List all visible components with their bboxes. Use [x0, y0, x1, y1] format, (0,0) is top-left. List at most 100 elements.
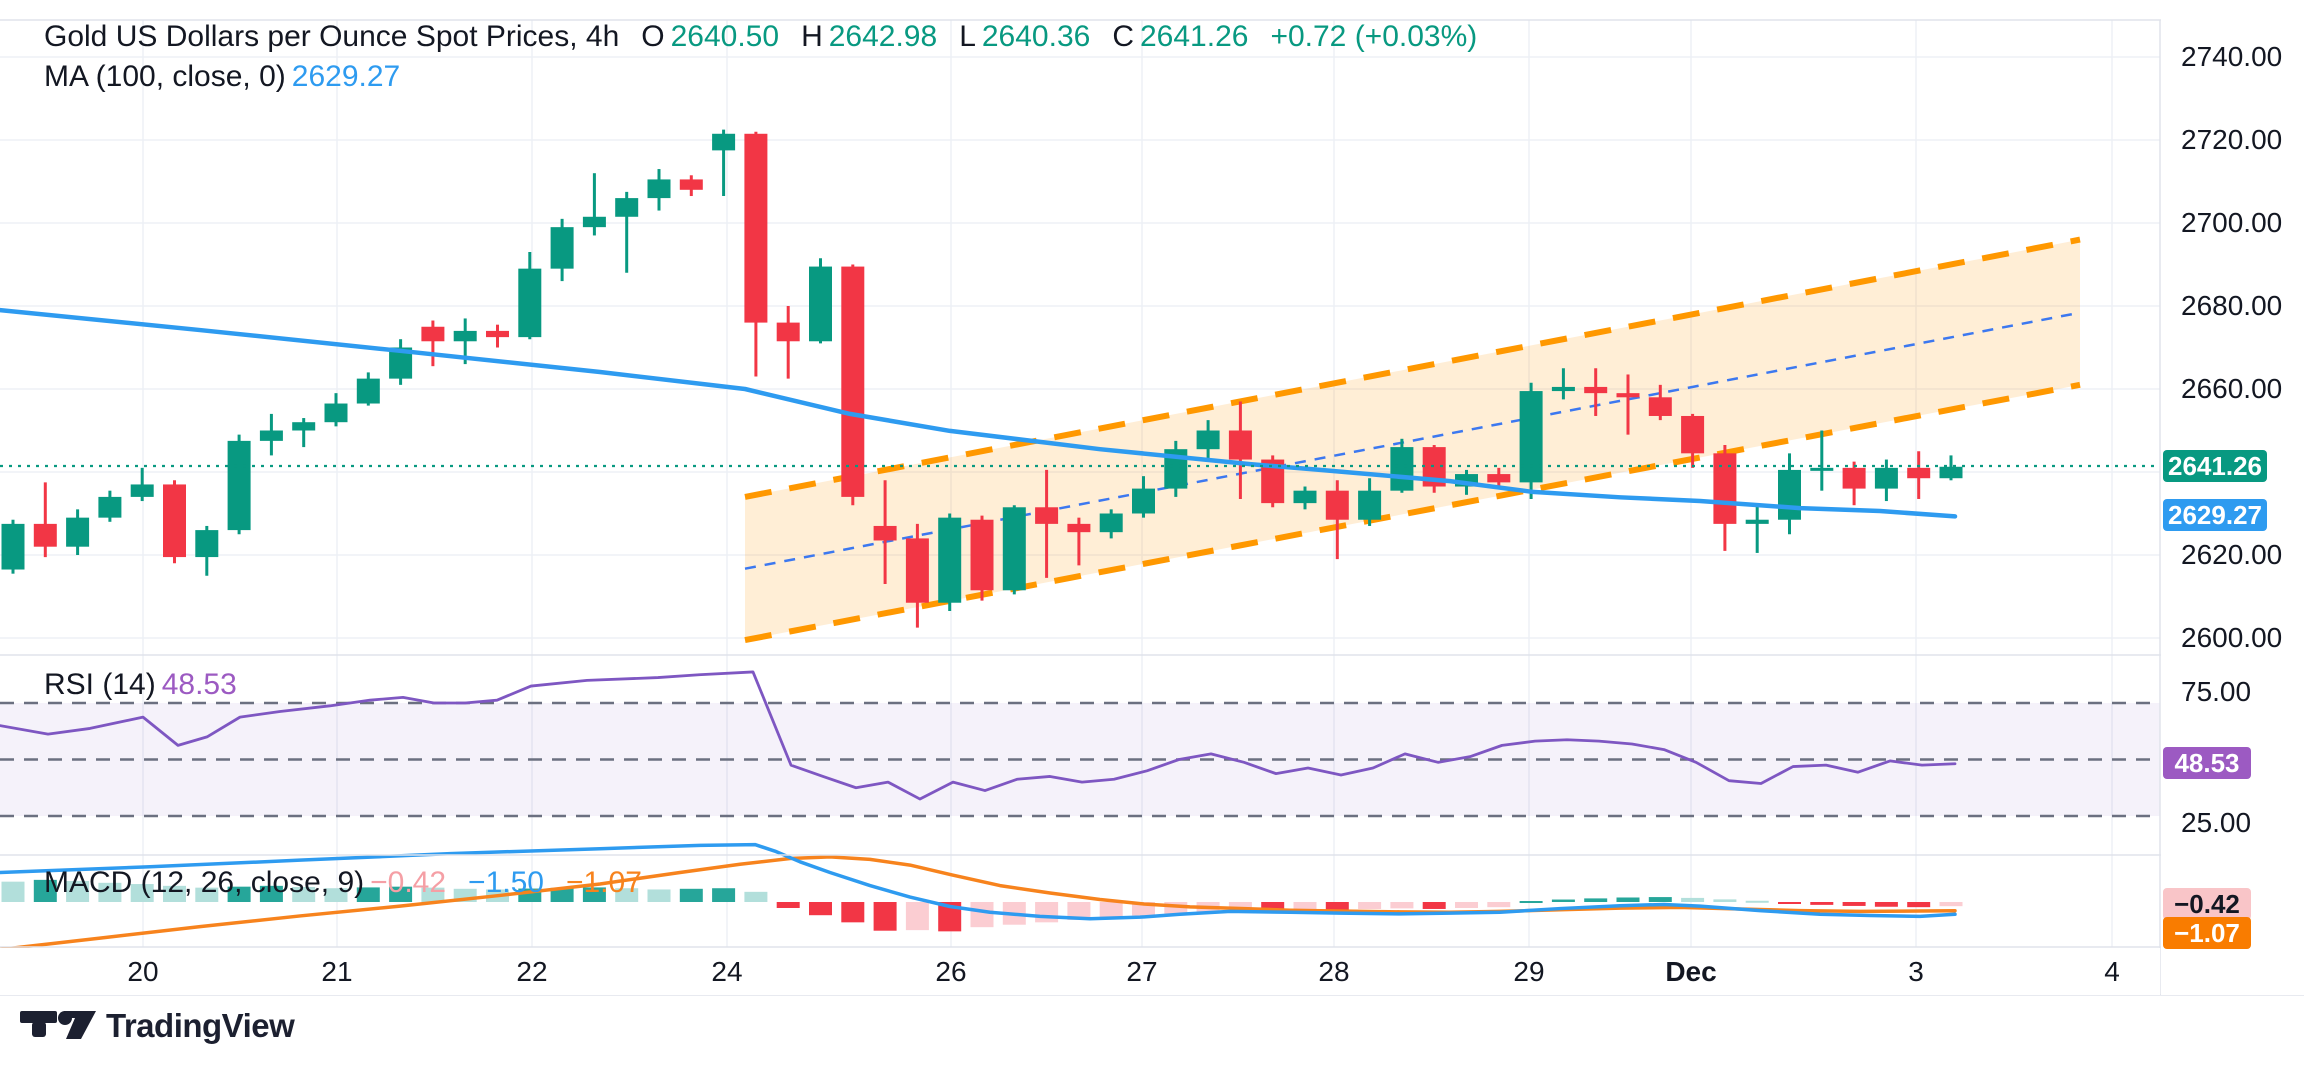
candle [292, 422, 316, 431]
time-tick-label: 4 [2104, 956, 2120, 987]
low-label: L [959, 20, 976, 53]
macd-bar [421, 887, 445, 902]
macd-bar [259, 885, 283, 902]
candle [227, 440, 251, 531]
candle [1487, 474, 1511, 483]
candle [389, 347, 413, 379]
macd-signal-value: −1.07 [565, 866, 642, 899]
close-value: 2641.26 [1140, 20, 1249, 53]
candle [1261, 459, 1285, 504]
ma-legend[interactable]: MA (100, close, 0) 2629.27 [44, 60, 422, 94]
candle [453, 330, 477, 342]
brand-name[interactable]: TradingView [106, 1007, 295, 1044]
macd-bar [1939, 902, 1963, 907]
macd-bar [1842, 902, 1866, 906]
time-tick-label: 22 [516, 956, 548, 987]
candle [518, 268, 542, 338]
macd-bar [1519, 901, 1543, 904]
macd-bar [1261, 902, 1285, 912]
macd-bar [873, 902, 897, 931]
candle [1584, 386, 1608, 394]
macd-bar [33, 879, 57, 902]
candle [776, 322, 800, 342]
price-tick-label: 2720.00 [2181, 124, 2283, 155]
candle [1390, 447, 1414, 491]
macd-bar [938, 902, 962, 932]
macd-bar [1616, 897, 1640, 902]
rsi-value: 48.53 [161, 668, 237, 701]
candle [809, 266, 832, 342]
pane-separators [0, 19, 2304, 996]
candle [33, 523, 57, 547]
price-tick-label: 2680.00 [2181, 290, 2283, 321]
macd-lines [0, 842, 1957, 952]
time-tick-label: 20 [127, 956, 159, 987]
candle [356, 378, 380, 404]
rsi-value-badge: 48.53 [2163, 747, 2251, 779]
macd-bar [1874, 902, 1898, 907]
macd-bar [1422, 902, 1446, 909]
macd-legend[interactable]: MACD (12, 26, close, 9) −0.42 −1.50 −1.07 [44, 866, 664, 900]
macd-bar [227, 886, 251, 902]
macd-bar [1390, 902, 1414, 909]
macd-hist-badge: −0.42 [2163, 888, 2251, 920]
candle [163, 484, 186, 558]
footer: TradingView [20, 1006, 295, 1046]
macd-bar [1584, 898, 1608, 902]
time-tick-label: 21 [321, 956, 353, 987]
candle [1713, 453, 1737, 524]
macd-bar [1551, 899, 1575, 902]
macd-bar [195, 887, 219, 902]
macd-bar [1035, 902, 1059, 923]
candle [1681, 415, 1705, 454]
rsi-legend[interactable]: RSI (14) 48.53 [44, 668, 259, 702]
tradingview-logo-icon[interactable] [20, 1011, 96, 1041]
macd-bar [1810, 902, 1834, 905]
macd-bar [356, 887, 380, 902]
macd-bar [582, 887, 606, 902]
macd-bar [647, 889, 671, 902]
candle [1519, 391, 1543, 483]
macd-bar [1907, 902, 1931, 908]
time-tick-label: 26 [935, 956, 967, 987]
price-tick-label: 2600.00 [2181, 622, 2283, 653]
macd-bar [1164, 902, 1188, 914]
price-axis[interactable]: 2740.00 2720.00 2700.00 2680.00 2660.00 2620.… [2161, 0, 2304, 995]
macd-bar [292, 886, 316, 902]
rsi-tick-label: 75.00 [2181, 676, 2252, 707]
time-tick-label: 28 [1318, 956, 1350, 987]
candle [66, 517, 90, 547]
high-label: H [801, 20, 823, 53]
candle [1778, 469, 1801, 520]
candle [1358, 490, 1382, 520]
macd-bar [905, 902, 929, 931]
candle [905, 538, 929, 603]
candle [130, 484, 154, 497]
candle [1422, 447, 1446, 487]
macd-bar [1648, 897, 1672, 902]
last-price-badge: 2641.26 [2163, 450, 2267, 482]
candle [1907, 467, 1931, 479]
time-tick-label: 27 [1126, 956, 1158, 987]
macd-signal-badge: −1.07 [2163, 917, 2251, 949]
macd-bar [1745, 900, 1769, 903]
macd-bar [66, 881, 90, 902]
time-axis[interactable]: 20 21 22 24 26 27 28 29 Dec 3 4 [0, 948, 2160, 995]
candle [1616, 393, 1640, 398]
macd-bar [1, 881, 25, 902]
main-symbol-legend[interactable]: Gold US Dollars per Ounce Spot Prices, 4… [44, 20, 1499, 54]
ma-line [0, 307, 1958, 519]
candle [98, 496, 122, 518]
symbol-title: Gold US Dollars per Ounce Spot Prices, 4… [44, 20, 620, 53]
time-tick-label: 29 [1513, 956, 1545, 987]
macd-bar [776, 902, 800, 908]
macd-bar [1099, 902, 1123, 918]
candle [712, 133, 736, 151]
candle [615, 198, 639, 217]
rsi-label: RSI (14) [44, 668, 156, 701]
time-tick-label: 24 [711, 956, 743, 987]
candle [873, 525, 897, 541]
macd-bar [679, 888, 703, 902]
candle [324, 403, 348, 423]
